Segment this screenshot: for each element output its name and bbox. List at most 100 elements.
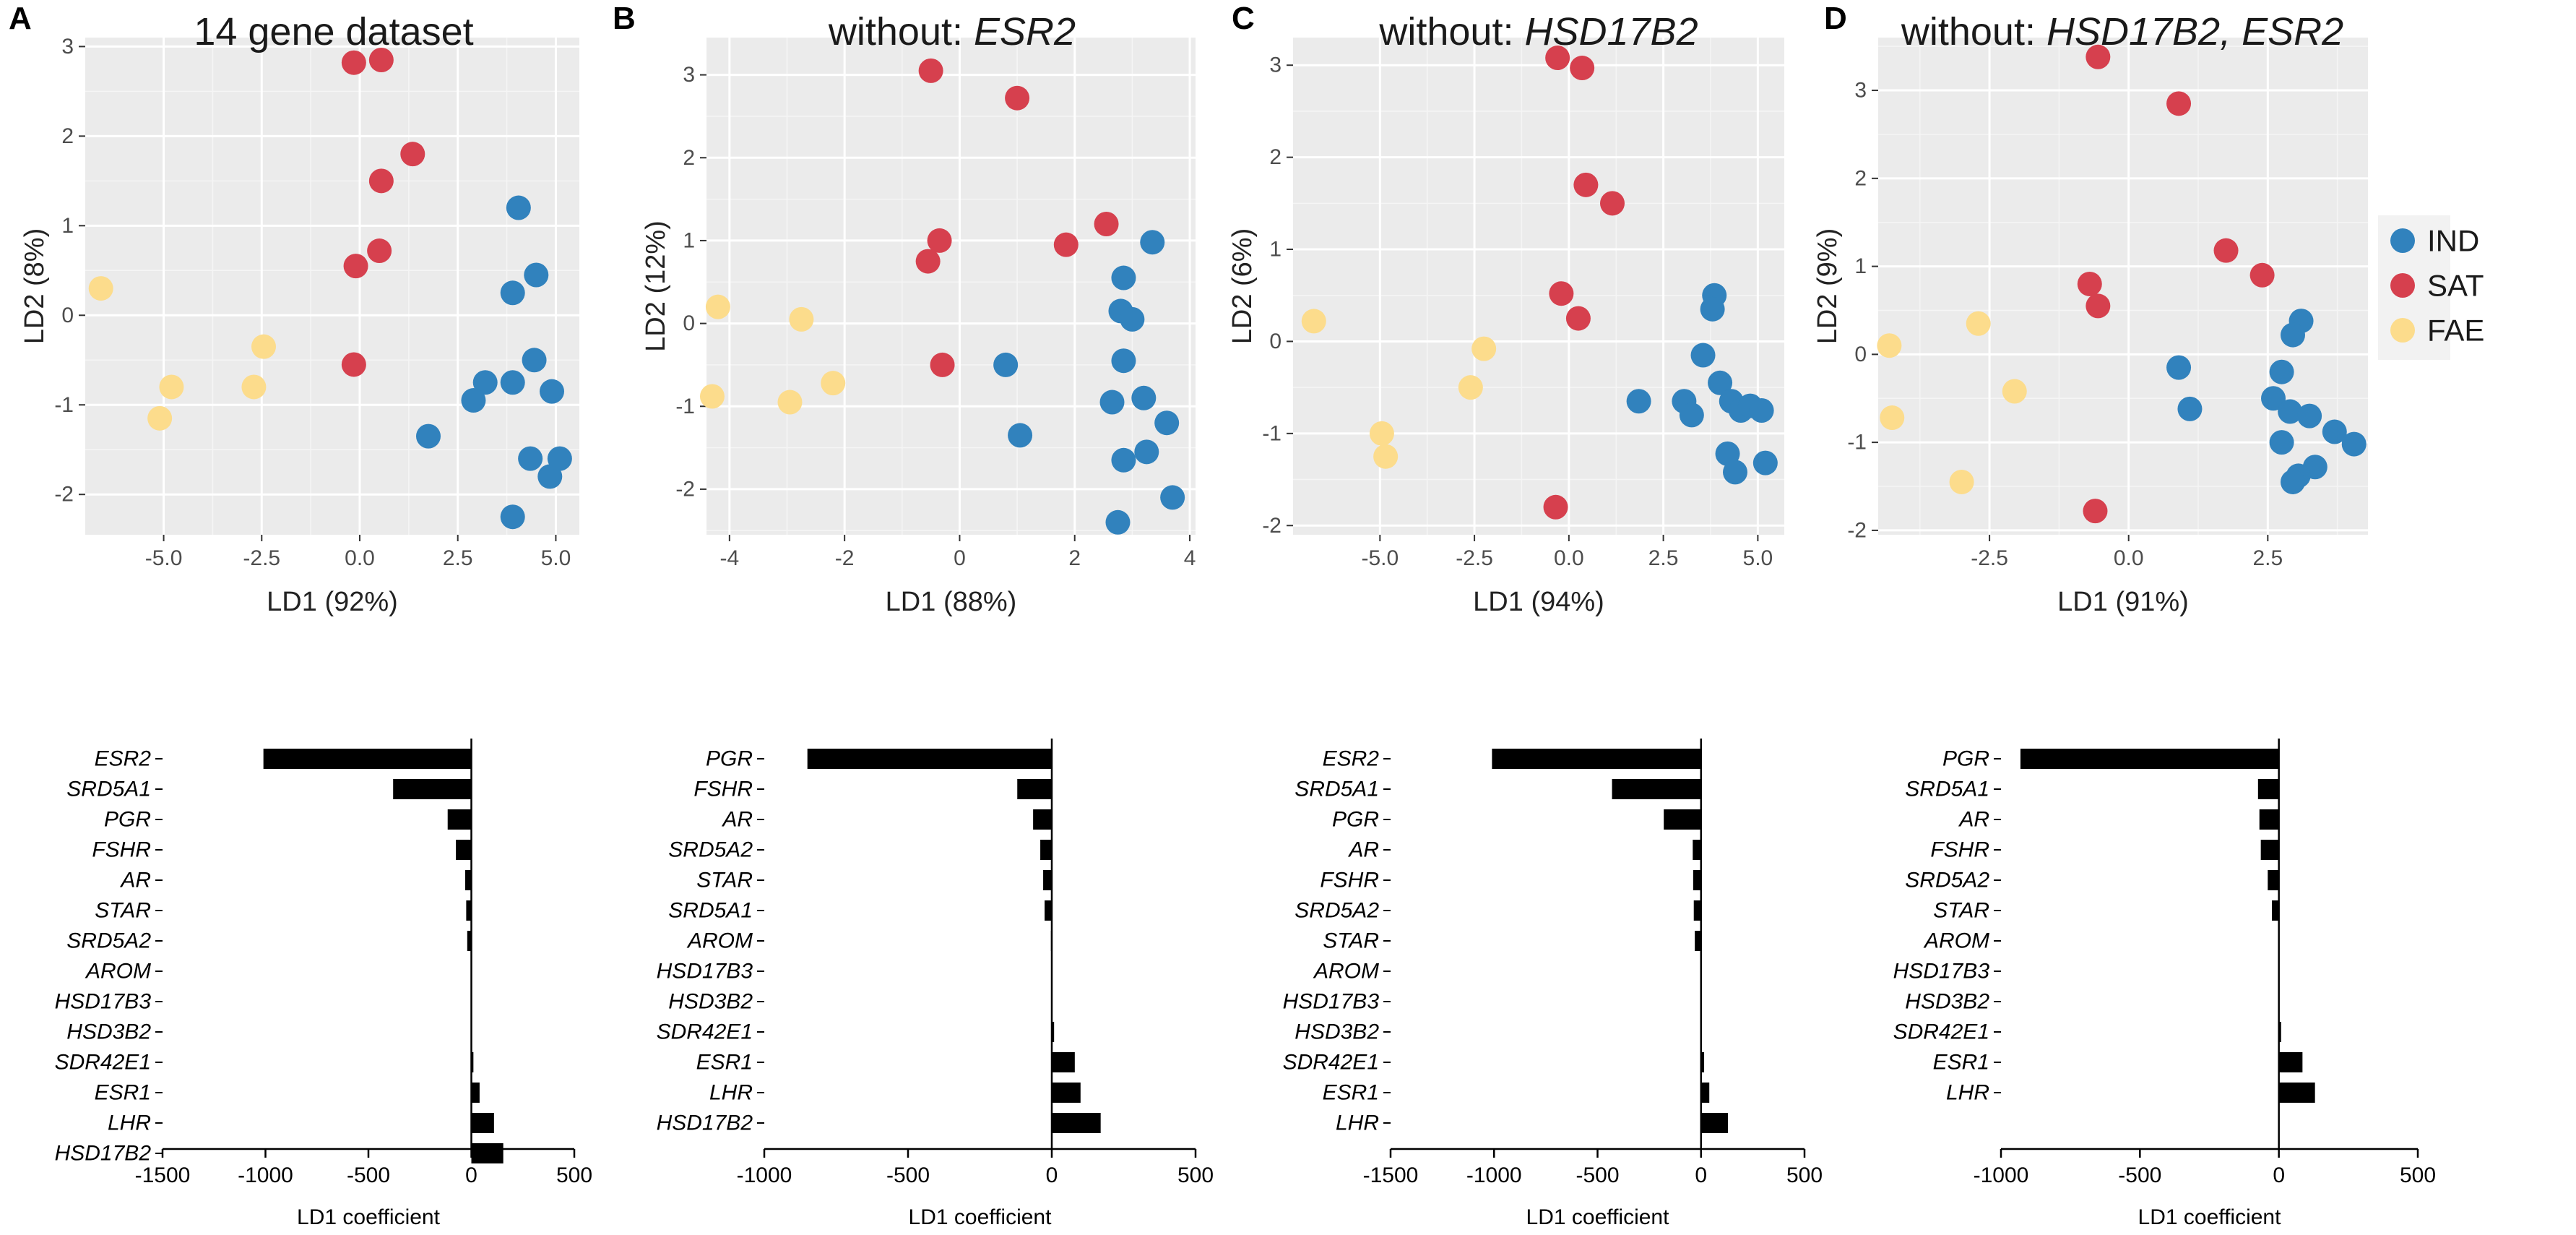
x-tick-label: 2 (1068, 546, 1081, 570)
bar-hsd17b3 (1700, 991, 1702, 1012)
x-tick-label: -4 (720, 546, 740, 570)
data-point-ind (416, 423, 441, 449)
bar-lhr (2278, 1083, 2315, 1103)
bar-fshr (1017, 779, 1052, 799)
data-point-ind (1154, 410, 1180, 436)
bar-esr2 (263, 749, 472, 769)
x-tick-label: 0.0 (2114, 546, 2144, 570)
data-point-sat (1053, 232, 1079, 257)
bar-panel-4: -1000 -500 0 500 PGR SRD5A1 AR FSHR SRD5A2 STAR AR… (1893, 739, 2436, 1229)
data-point-sat (1005, 85, 1030, 111)
data-point-sat (1094, 212, 1119, 236)
x-tick-label: 0.0 (345, 546, 375, 570)
bar-hsd17b3 (470, 991, 472, 1012)
x-tick-label: -1500 (1363, 1163, 1419, 1187)
panel-title: without: HSD17B2, ESR2 (1901, 10, 2343, 53)
panel-title: 14 gene dataset (194, 10, 473, 53)
data-point-ind (506, 195, 531, 220)
category-label: STAR (95, 899, 151, 923)
category-label: LHR (1946, 1081, 1989, 1105)
x-axis-title: LD1 (92%) (267, 587, 398, 617)
y-axis-title: LD2 (8%) (20, 228, 50, 345)
data-point-fae (1458, 375, 1483, 400)
data-point-sat (2083, 499, 2108, 524)
bar-arom (1050, 931, 1053, 951)
category-label: AROM (1313, 960, 1379, 984)
data-point-ind (524, 262, 549, 288)
data-point-ind (1679, 403, 1704, 428)
data-point-ind (1111, 447, 1136, 473)
x-axis-title: LD1 coefficient (1526, 1205, 1670, 1229)
category-label: FSHR (1930, 838, 1989, 862)
y-tick-label: 0 (1854, 343, 1867, 366)
data-point-fae (705, 294, 730, 319)
category-label: SRD5A2 (1905, 869, 1989, 892)
data-point-sat (2086, 44, 2111, 69)
bar-lhr (471, 1113, 494, 1133)
bar-arom (2278, 931, 2280, 951)
x-axis-title: LD1 (94%) (1473, 587, 1604, 617)
x-tick-label: -5.0 (1361, 546, 1399, 570)
panel-title-plain: without: (1378, 10, 1524, 53)
category-label: LHR (108, 1111, 151, 1135)
category-label: HSD3B2 (668, 990, 753, 1014)
data-point-fae (777, 390, 803, 415)
data-point-ind (518, 446, 543, 471)
x-tick-label: 0 (465, 1163, 477, 1187)
data-point-fae (1301, 309, 1326, 334)
y-tick-label: -1 (54, 393, 74, 417)
data-point-fae (789, 306, 814, 332)
y-tick-label: 1 (1269, 238, 1281, 262)
category-label: SDR42E1 (1893, 1020, 1989, 1044)
x-tick-label: -500 (2118, 1163, 2161, 1187)
panel-title: without: HSD17B2 (1378, 10, 1698, 53)
data-point-ind (1105, 509, 1131, 535)
bar-srd5a2 (2268, 870, 2279, 890)
x-tick-label: -1000 (1974, 1163, 2029, 1187)
data-point-sat (368, 47, 394, 72)
category-label: AROM (85, 960, 151, 984)
category-label: LHR (709, 1081, 753, 1105)
data-point-sat (1545, 46, 1570, 71)
bar-arom (1700, 961, 1702, 981)
x-tick-label: 500 (556, 1163, 592, 1187)
bar-arom (470, 961, 472, 981)
category-label: SDR42E1 (55, 1051, 151, 1075)
category-label: SDR42E1 (1283, 1051, 1379, 1075)
data-point-ind (1626, 389, 1651, 414)
x-tick-label: 2.5 (443, 546, 473, 570)
panel-title-italic: HSD17B2, ESR2 (2046, 10, 2343, 53)
legend-swatch-ind (2390, 228, 2415, 253)
data-point-sat (400, 142, 425, 167)
x-tick-label: -1000 (238, 1163, 293, 1187)
category-label: ESR1 (95, 1081, 151, 1105)
data-point-sat (2166, 91, 2192, 116)
category-label: ESR2 (1323, 747, 1380, 771)
data-point-ind (2280, 322, 2305, 348)
y-tick-label: -1 (1847, 431, 1867, 455)
x-tick-label: -5.0 (145, 546, 183, 570)
data-point-fae (241, 374, 267, 400)
y-tick-label: 3 (61, 35, 74, 59)
data-point-ind (1749, 398, 1774, 423)
x-tick-label: 5.0 (1743, 546, 1773, 570)
x-tick-label: -2.5 (243, 546, 280, 570)
bar-star (466, 900, 472, 921)
category-label: AR (1958, 808, 1989, 832)
data-point-ind (1708, 370, 1733, 395)
data-point-sat (1570, 56, 1595, 81)
bar-star (1043, 870, 1052, 890)
legend-swatch-fae (2390, 318, 2415, 343)
data-point-fae (147, 405, 173, 431)
category-label: STAR (696, 869, 753, 892)
data-point-ind (1690, 343, 1716, 368)
bar-lhr (1052, 1083, 1081, 1103)
data-point-ind (1134, 439, 1159, 465)
bar-esr1 (471, 1083, 480, 1103)
x-tick-label: -1000 (1466, 1163, 1522, 1187)
y-axis-title: LD2 (12%) (641, 220, 671, 352)
bar-sdr42e1 (2278, 1022, 2281, 1042)
bar-sdr42e1 (1700, 1052, 1705, 1072)
category-label: SRD5A1 (1905, 778, 1989, 801)
